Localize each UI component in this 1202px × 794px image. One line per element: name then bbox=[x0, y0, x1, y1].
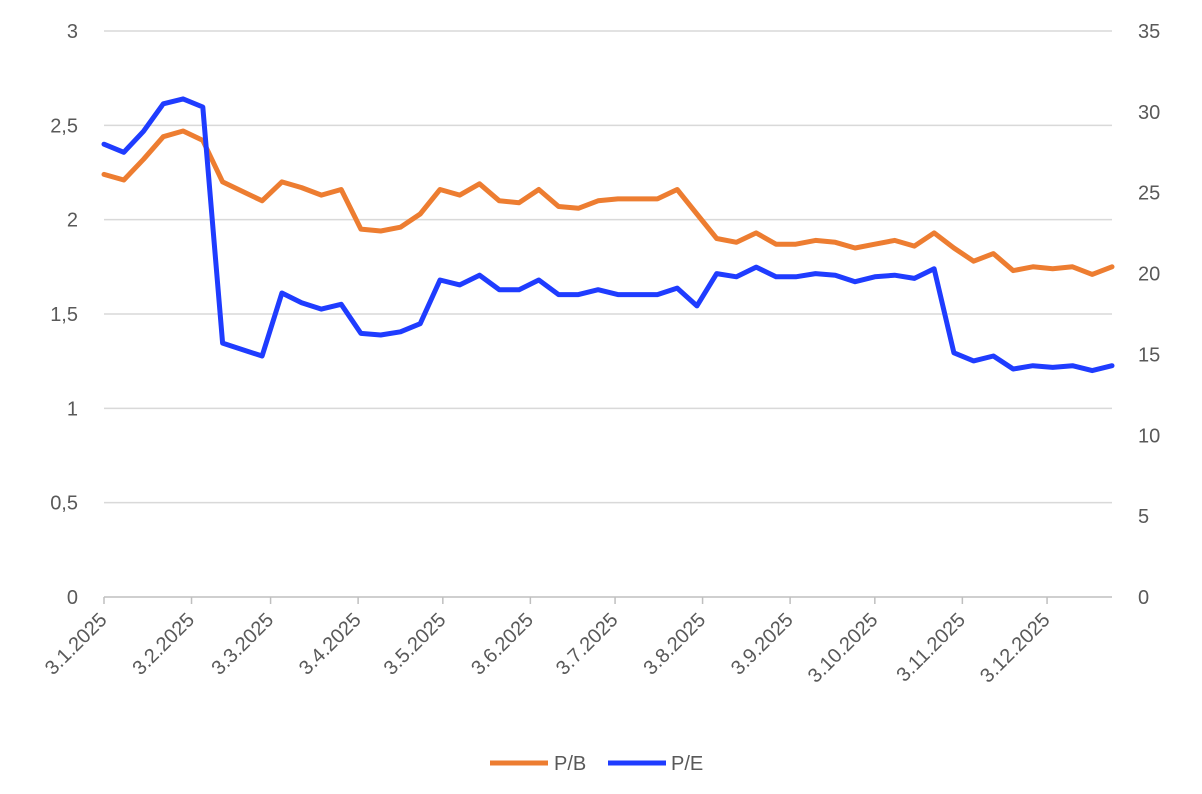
right-y-tick-label: 5 bbox=[1138, 506, 1149, 528]
series-line-pe bbox=[101, 96, 1115, 374]
x-tick-label: 3.9.2025 bbox=[727, 609, 798, 680]
x-tick-label: 3.1.2025 bbox=[41, 609, 112, 680]
right-y-tick-label: 25 bbox=[1138, 183, 1160, 205]
left-y-tick-label: 2,5 bbox=[50, 115, 78, 137]
left-y-tick-label: 0,5 bbox=[50, 493, 78, 515]
x-tick-label: 3.4.2025 bbox=[295, 609, 366, 680]
right-y-tick-label: 10 bbox=[1138, 425, 1160, 447]
left-y-tick-label: 2 bbox=[67, 210, 78, 232]
x-axis: 3.1.2025 3.2.2025 3.3.2025 3.4.2025 3.5.2025… bbox=[41, 596, 1112, 687]
series-lines bbox=[101, 96, 1115, 374]
x-tick-label: 3.5.2025 bbox=[380, 609, 451, 680]
legend: P/B P/E bbox=[490, 753, 703, 775]
right-y-tick-label: 35 bbox=[1138, 21, 1160, 43]
right-y-tick-label: 0 bbox=[1138, 587, 1149, 609]
x-tick-label: 3.6.2025 bbox=[467, 609, 538, 680]
x-tick-label: 3.7.2025 bbox=[552, 609, 623, 680]
right-y-tick-label: 30 bbox=[1138, 102, 1160, 124]
x-tick-label: 3.8.2025 bbox=[640, 609, 711, 680]
legend-label-pe: P/E bbox=[671, 753, 703, 775]
x-tick-label: 3.3.2025 bbox=[208, 609, 279, 680]
right-y-axis-ticks: 0 5 10 15 20 25 30 35 bbox=[1138, 21, 1160, 609]
left-y-axis-ticks: 0 0,5 1 1,5 2 2,5 3 bbox=[50, 21, 78, 609]
x-tick-label: 3.12.2025 bbox=[976, 609, 1054, 687]
left-y-tick-label: 3 bbox=[67, 21, 78, 43]
legend-label-pb: P/B bbox=[554, 753, 586, 775]
x-tick-label: 3.11.2025 bbox=[892, 609, 969, 686]
left-y-tick-label: 0 bbox=[67, 587, 78, 609]
x-tick-label: 3.10.2025 bbox=[804, 609, 882, 687]
x-tick-label: 3.2.2025 bbox=[128, 609, 199, 680]
gridlines bbox=[104, 30, 1112, 504]
right-y-tick-label: 20 bbox=[1138, 264, 1160, 286]
series-line-pb bbox=[101, 128, 1115, 277]
right-y-tick-label: 15 bbox=[1138, 344, 1160, 366]
left-y-tick-label: 1,5 bbox=[50, 304, 78, 326]
left-y-tick-label: 1 bbox=[67, 398, 78, 420]
